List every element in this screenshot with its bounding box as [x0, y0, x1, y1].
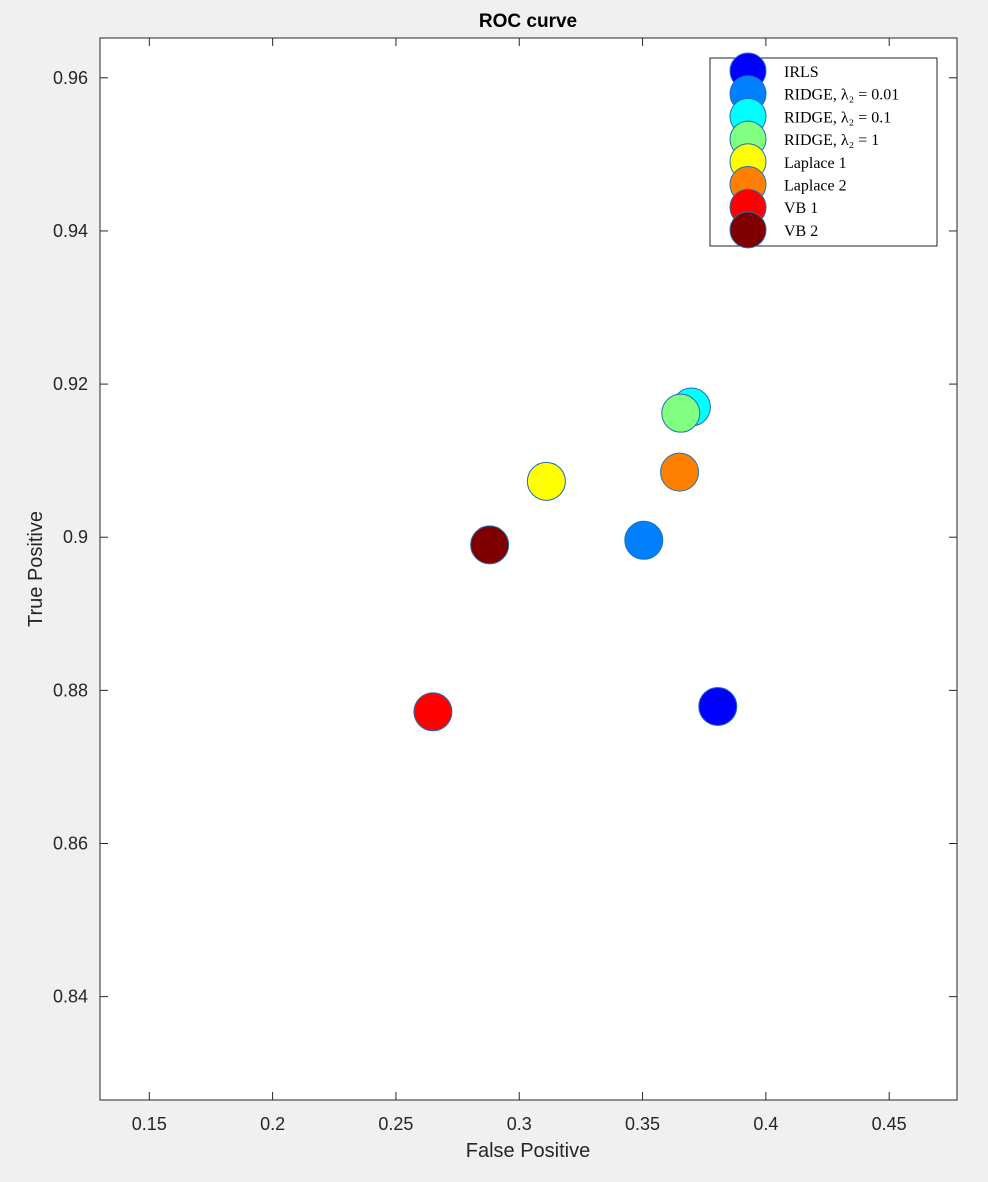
y-tick-label: 0.9	[63, 527, 88, 547]
legend-marker	[729, 211, 767, 249]
x-tick-label: 0.15	[132, 1114, 167, 1134]
x-tick-label: 0.3	[507, 1114, 532, 1134]
data-point	[660, 452, 700, 492]
legend-entry: RIDGE, λ₂ = 0.1	[784, 109, 891, 126]
data-point	[470, 525, 510, 565]
legend-entry: RIDGE, λ₂ = 0.01	[784, 87, 899, 104]
y-tick-label: 0.92	[53, 374, 88, 394]
y-tick-label: 0.88	[53, 680, 88, 700]
x-tick-label: 0.25	[378, 1114, 413, 1134]
legend-entry: Laplace 2	[784, 178, 847, 195]
data-point	[661, 393, 701, 433]
chart-title: ROC curve	[479, 11, 577, 32]
x-tick-label: 0.35	[625, 1114, 660, 1134]
axis-ticks: 0.15 0.2 0.25 0.3 0.35 0.4 0.45 0.84 0.86 0.88 0.9…	[53, 38, 957, 1134]
legend-entry: Laplace 1	[784, 155, 847, 172]
x-tick-label: 0.4	[753, 1114, 778, 1134]
x-tick-label: 0.2	[260, 1114, 285, 1134]
data-point	[624, 520, 664, 560]
y-axis-label: True Positive	[25, 511, 47, 627]
y-tick-label: 0.96	[53, 68, 88, 88]
legend-entry: VB 2	[784, 223, 818, 240]
legend-entry: IRLS	[784, 64, 819, 81]
x-axis-label: False Positive	[466, 1140, 591, 1162]
plot-frame	[99, 37, 958, 1101]
y-tick-label: 0.94	[53, 221, 88, 241]
x-tick-label: 0.45	[872, 1114, 907, 1134]
y-tick-label: 0.86	[53, 833, 88, 853]
data-point	[526, 461, 566, 501]
data-point	[698, 686, 738, 726]
legend-entry: RIDGE, λ₂ = 1	[784, 132, 879, 149]
y-tick-label: 0.84	[53, 987, 88, 1007]
legend: IRLS RIDGE, λ₂ = 0.01 RIDGE, λ₂ = 0.1 RIDGE…	[709, 52, 938, 249]
data-points	[413, 387, 738, 732]
data-point	[413, 692, 453, 732]
legend-entry: VB 1	[784, 200, 818, 217]
